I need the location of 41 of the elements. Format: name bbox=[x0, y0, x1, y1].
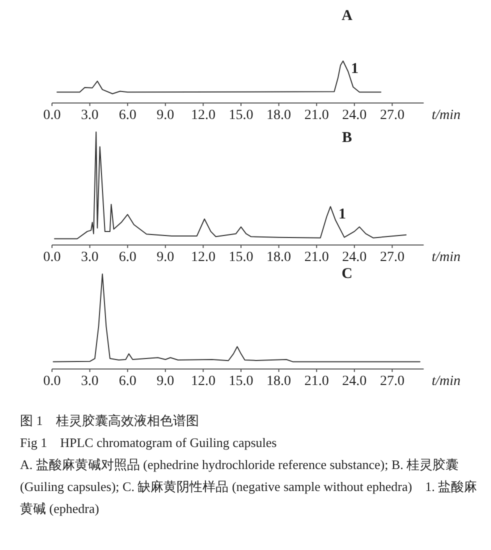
x-axis-title: t/min bbox=[432, 250, 460, 265]
x-tick-label: 0.0 bbox=[43, 108, 61, 123]
x-tick-label: 24.0 bbox=[342, 108, 367, 123]
x-tick-label: 12.0 bbox=[190, 108, 216, 123]
x-tick-label: 9.0 bbox=[156, 250, 174, 265]
x-tick-label: 3.0 bbox=[81, 250, 99, 265]
x-tick-label: 6.0 bbox=[118, 374, 136, 389]
x-tick-label: 9.0 bbox=[156, 374, 174, 389]
x-tick-label: 12.0 bbox=[190, 250, 216, 265]
x-tick-label: 0.0 bbox=[43, 250, 61, 265]
x-tick-label: 21.0 bbox=[304, 250, 329, 265]
x-tick-label: 3.0 bbox=[81, 374, 99, 389]
x-tick-label: 6.0 bbox=[118, 108, 136, 123]
x-axis-title: t/min bbox=[432, 374, 460, 389]
x-tick-label: 0.0 bbox=[43, 374, 61, 389]
x-tick-label: 6.0 bbox=[118, 250, 136, 265]
text: A. 盐酸麻黄碱对照品 (ephedrine hydrochloride reference substance); B. 桂灵胶囊 (Guiling capsules); C. 缺麻黄阴性样品 (negative sample without ephedra) 1. 盐酸麻黄碱 (ephedra) bbox=[20, 456, 478, 518]
x-tick-label: 15.0 bbox=[228, 374, 254, 389]
annotation: 1 bbox=[338, 206, 346, 223]
x-tick-label: 27.0 bbox=[380, 250, 404, 265]
x-tick-label: 15.0 bbox=[228, 108, 254, 123]
x-tick-label: 18.0 bbox=[266, 108, 292, 123]
x-tick-label: 21.0 bbox=[304, 108, 329, 123]
x-tick-label: 27.0 bbox=[380, 108, 404, 123]
x-axis-title: t/min bbox=[432, 108, 460, 123]
annotation: 1 bbox=[351, 61, 359, 77]
chart-title: C bbox=[342, 266, 352, 282]
x-tick-label: 18.0 bbox=[266, 374, 292, 389]
chart-title: B bbox=[342, 130, 352, 146]
caption: 图 1 桂灵胶囊高效液相色谱图 bbox=[20, 412, 200, 430]
x-tick-label: 15.0 bbox=[228, 250, 254, 265]
x-tick-label: 9.0 bbox=[156, 108, 174, 123]
x-tick-label: 24.0 bbox=[342, 374, 367, 389]
x-tick-label: 12.0 bbox=[190, 374, 216, 389]
x-tick-label: 24.0 bbox=[342, 250, 367, 265]
x-tick-label: 18.0 bbox=[266, 250, 292, 265]
x-tick-label: 27.0 bbox=[380, 374, 404, 389]
x-tick-label: 3.0 bbox=[81, 108, 99, 123]
x-tick-label: 21.0 bbox=[304, 374, 329, 389]
caption: Fig 1 HPLC chromatogram of Guiling capsules bbox=[20, 434, 278, 452]
chart-title: A bbox=[342, 8, 353, 24]
